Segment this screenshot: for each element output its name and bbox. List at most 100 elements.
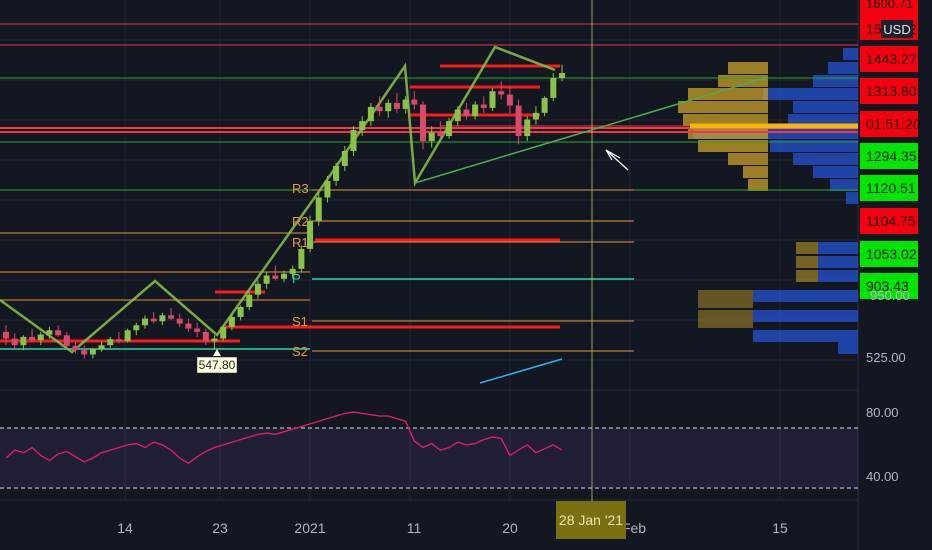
price-tag [860, 208, 918, 234]
candle-body [463, 109, 470, 117]
volume-profile-bar [698, 140, 768, 152]
price-tick: 525.00 [866, 350, 906, 365]
candle-body [263, 275, 270, 284]
currency-badge[interactable]: USD [881, 20, 913, 38]
time-tick: Feb [622, 520, 646, 536]
candles: 547.80 [3, 64, 565, 374]
candle-body [532, 112, 539, 120]
price-tag [860, 78, 918, 104]
candle-body [72, 345, 79, 351]
price-tag-label: 01:51:20 [866, 116, 921, 132]
price-tag [860, 111, 918, 137]
volume-profile-bar [763, 88, 858, 100]
volume-profile-bar [683, 114, 768, 126]
volume-profile-bar [818, 270, 858, 282]
candle-body [428, 132, 435, 142]
price-tag-label: 1053.02 [866, 246, 917, 262]
volume-profile-bar [688, 88, 768, 100]
candle-body [89, 349, 96, 355]
price-tag [860, 46, 918, 72]
candle-body [307, 220, 314, 249]
candle-body [55, 330, 62, 336]
volume-profile-bar [728, 153, 768, 165]
volume-profile-bar [796, 256, 818, 268]
candle-body [46, 330, 53, 335]
horizontal-levels [0, 0, 858, 510]
candle-body [559, 73, 565, 78]
candle-body [168, 315, 175, 319]
candle-body [411, 99, 418, 105]
volume-profile-bar [813, 75, 858, 87]
candle-body [107, 339, 114, 346]
volume-profile-bar [796, 242, 818, 254]
volume-profile-bar [698, 290, 753, 308]
callout-pointer [213, 349, 221, 356]
volume-profile-bar [678, 101, 768, 113]
pivot-label-r2: R2 [292, 214, 309, 229]
candle-body [237, 307, 244, 317]
volume-profile-bar [728, 62, 768, 74]
candle-body [341, 151, 348, 166]
rsi-panel [5, 411, 563, 465]
rsi-line [5, 411, 563, 465]
volume-profile-bar [838, 342, 858, 354]
candle-body [289, 268, 296, 274]
pivot-label-r1: R1 [292, 235, 309, 250]
time-tick: 20 [502, 520, 518, 536]
candle-body [159, 315, 166, 322]
candle-body [324, 180, 331, 198]
candle-body [489, 91, 496, 108]
volume-profile-bar [743, 166, 768, 178]
time-tick: 2021 [294, 520, 325, 536]
rsi-band-fill [0, 428, 858, 488]
volume-profile-bar [753, 310, 858, 322]
price-tag [860, 241, 918, 267]
volume-profile-bar [793, 153, 858, 165]
candle-body [420, 104, 426, 142]
pivot-label-s2: S2 [292, 344, 308, 359]
candle-body [228, 316, 235, 327]
candle-body [367, 106, 374, 122]
candle-body [37, 334, 44, 341]
candle-body [385, 102, 392, 112]
time-tick: 23 [212, 520, 228, 536]
low-callout-box [196, 356, 238, 374]
price-tick-obscured: 950.00 [870, 288, 910, 303]
candle-body [454, 109, 461, 122]
pivot-label-p: P [292, 271, 301, 286]
candle-body [446, 121, 453, 137]
candle-body [142, 318, 148, 326]
candle-body [472, 104, 479, 117]
volume-profile-bar [818, 242, 858, 254]
candle-body [350, 130, 357, 152]
candle-body [550, 77, 557, 98]
price-tag-partial-label: 1600.71 [866, 0, 913, 11]
candle-body [315, 197, 322, 221]
trend-lines [0, 45, 769, 384]
candle-body [333, 165, 340, 181]
volume-profile-bar [796, 270, 818, 282]
pivot-labels: R3 R2 R1 P S1 S2 [292, 181, 309, 359]
price-tag-label: 1104.75 [866, 213, 916, 229]
candle-body [185, 323, 192, 329]
time-tick: 15 [772, 520, 788, 536]
candle-body [246, 294, 253, 308]
candle-body [29, 336, 36, 341]
candle-body [124, 330, 131, 342]
zigzag-line [0, 45, 556, 354]
price-tick: 40.00 [866, 469, 899, 484]
candle-body [133, 325, 140, 331]
candle-body [376, 106, 383, 112]
blue-trend-line [479, 358, 563, 384]
price-tag [860, 143, 918, 169]
candle-body [211, 338, 218, 342]
crosshair-date-label: 28 Jan '21 [556, 501, 626, 539]
candle-body [11, 338, 18, 346]
volume-profile-bar [770, 140, 858, 152]
price-tag [860, 273, 918, 299]
pivot-label-s1: S1 [292, 314, 308, 329]
volume-profile-bar [813, 166, 858, 178]
time-axis: 14 23 2021 11 20 Feb 15 [117, 520, 788, 536]
volume-profile [678, 48, 858, 354]
